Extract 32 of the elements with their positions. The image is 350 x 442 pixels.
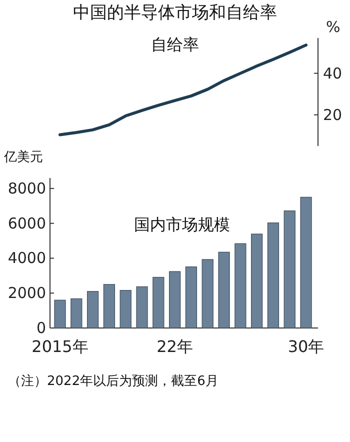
bar (87, 291, 99, 328)
bar (267, 222, 280, 328)
x-tick-label: 2015年 (32, 337, 88, 356)
x-tick-label: 22年 (156, 337, 193, 356)
y-axis-title: % (326, 18, 340, 36)
bar (284, 210, 296, 328)
y-tick-label: 0 (36, 319, 46, 337)
bar (185, 266, 198, 328)
bar (152, 276, 164, 328)
y-tick-label: 8000 (8, 179, 46, 198)
chart-title: 中国的半导体市场和自给率 (73, 3, 277, 23)
bar (234, 243, 246, 328)
bar (54, 300, 66, 328)
y-tick-label: 6000 (8, 214, 46, 232)
y-tick-label: 4000 (8, 249, 46, 268)
bar (251, 234, 263, 328)
x-tick-label: 30年 (288, 337, 324, 356)
y-tick-label: 20 (323, 106, 342, 124)
bar (70, 298, 82, 328)
bar (136, 286, 148, 328)
bar (202, 259, 214, 328)
y-tick-label: 2000 (8, 284, 46, 302)
y-tick-label: 40 (323, 64, 342, 82)
text: （注）2022年以后为预测，截至6月 (8, 374, 218, 389)
series-label: 国内市场规模 (134, 215, 230, 234)
text: 自给率 (150, 35, 199, 54)
bar (103, 284, 116, 328)
y-axis-title: 亿美元 (3, 149, 43, 165)
bar (169, 271, 181, 328)
bar (300, 196, 312, 328)
bar (120, 290, 132, 328)
bar (218, 252, 230, 328)
